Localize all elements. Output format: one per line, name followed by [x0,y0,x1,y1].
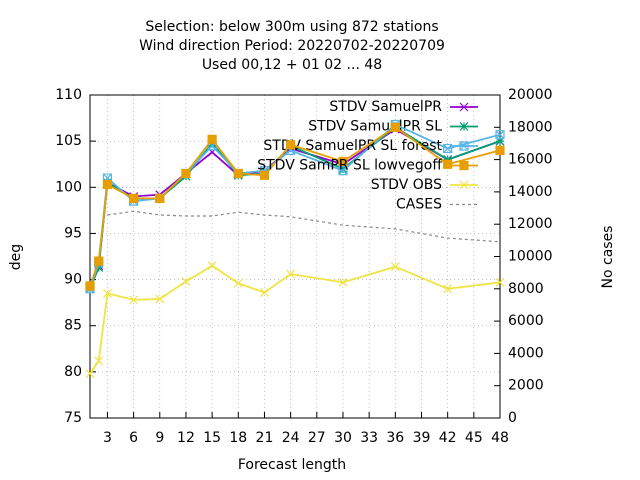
point-marker [495,130,505,140]
x-tick-label: 6 [129,430,138,446]
point-marker [443,159,453,169]
series-line [89,264,501,375]
y-tick-label: 105 [55,133,82,149]
point-marker [338,166,348,176]
plot-frame [89,94,501,419]
title-line: Used 00,12 + 01 02 ... 48 [202,57,382,73]
x-tick-label: 39 [413,430,431,446]
point-marker [338,164,348,174]
point-marker [94,263,104,272]
legend-marker [459,160,469,171]
y2-tick-label: 18000 [508,119,553,135]
point-marker [181,168,191,179]
x-tick-label: 15 [203,430,221,446]
point-marker [207,261,217,271]
y2-tick-label: 2000 [508,378,544,394]
y-tick-label: 95 [64,225,82,241]
point-marker [85,369,95,379]
point-marker [390,122,400,132]
x-tick-label: 42 [439,430,457,446]
legend-label: STDV SamuelPR [329,99,442,115]
x-tick-label: 36 [386,430,404,446]
point-marker [260,288,269,297]
point-marker [155,193,165,203]
y-tick-label: 90 [64,272,82,288]
x-tick-label: 33 [360,430,378,446]
y2-tick-label: 14000 [508,184,553,200]
x-tick-label: 45 [465,430,483,446]
point-marker [102,179,113,190]
point-marker [129,193,139,203]
y-axis-label: deg [8,244,24,270]
point-marker [233,278,243,288]
title-line: Wind direction Period: 20220702-20220709 [139,38,445,54]
x-tick-label: 48 [491,430,509,446]
y-tick-label: 85 [64,318,82,334]
point-marker [338,156,348,167]
x-tick-label: 3 [103,430,112,446]
point-marker [259,170,270,180]
y2-axis-label: No cases [600,226,616,289]
point-marker [495,145,505,155]
point-marker [390,262,400,272]
y2-tick-label: 20000 [508,87,553,103]
x-tick-label: 24 [282,430,300,446]
point-marker [495,277,505,287]
y-tick-label: 80 [64,364,82,380]
title-line: Selection: below 300m using 872 stations [145,19,438,35]
x-tick-label: 21 [256,430,274,446]
point-marker [155,294,165,304]
point-marker [85,281,95,291]
legend-marker [459,102,469,112]
x-tick-label: 12 [177,430,195,446]
legend-label: STDV SamuelPR SL [308,119,442,135]
point-marker [103,288,112,298]
legend-marker [459,141,469,151]
point-marker [495,136,505,146]
x-axis-label: Forecast length [238,457,346,473]
y2-tick-label: 4000 [508,345,544,361]
legend-label: STDV SamPR SL lowvegoff [257,158,442,174]
point-marker [286,269,296,279]
x-tick-label: 30 [334,430,352,446]
legend-label: CASES [396,197,442,213]
y2-tick-label: 6000 [508,313,544,329]
legend-marker [459,180,469,190]
series-line [107,210,501,243]
x-tick-label: 27 [308,430,326,446]
point-marker [94,256,104,266]
point-marker [129,295,139,305]
point-marker [233,168,243,179]
point-marker [286,140,296,150]
legend-marker [459,122,469,131]
y-tick-label: 100 [55,179,82,195]
point-marker [207,134,217,144]
y2-tick-label: 8000 [508,281,544,297]
x-tick-label: 9 [155,430,164,446]
y-tick-label: 110 [55,87,82,103]
legend-label: STDV OBS [371,177,442,193]
y2-tick-label: 0 [508,410,517,426]
point-marker [443,155,453,165]
y2-tick-label: 12000 [508,216,553,232]
y-tick-label: 75 [64,410,82,426]
point-marker [94,356,104,366]
point-marker [443,284,453,294]
x-tick-label: 18 [229,430,247,446]
y2-tick-label: 10000 [508,249,553,265]
point-marker [338,277,348,287]
y2-tick-label: 16000 [508,152,553,168]
point-marker [181,276,191,286]
